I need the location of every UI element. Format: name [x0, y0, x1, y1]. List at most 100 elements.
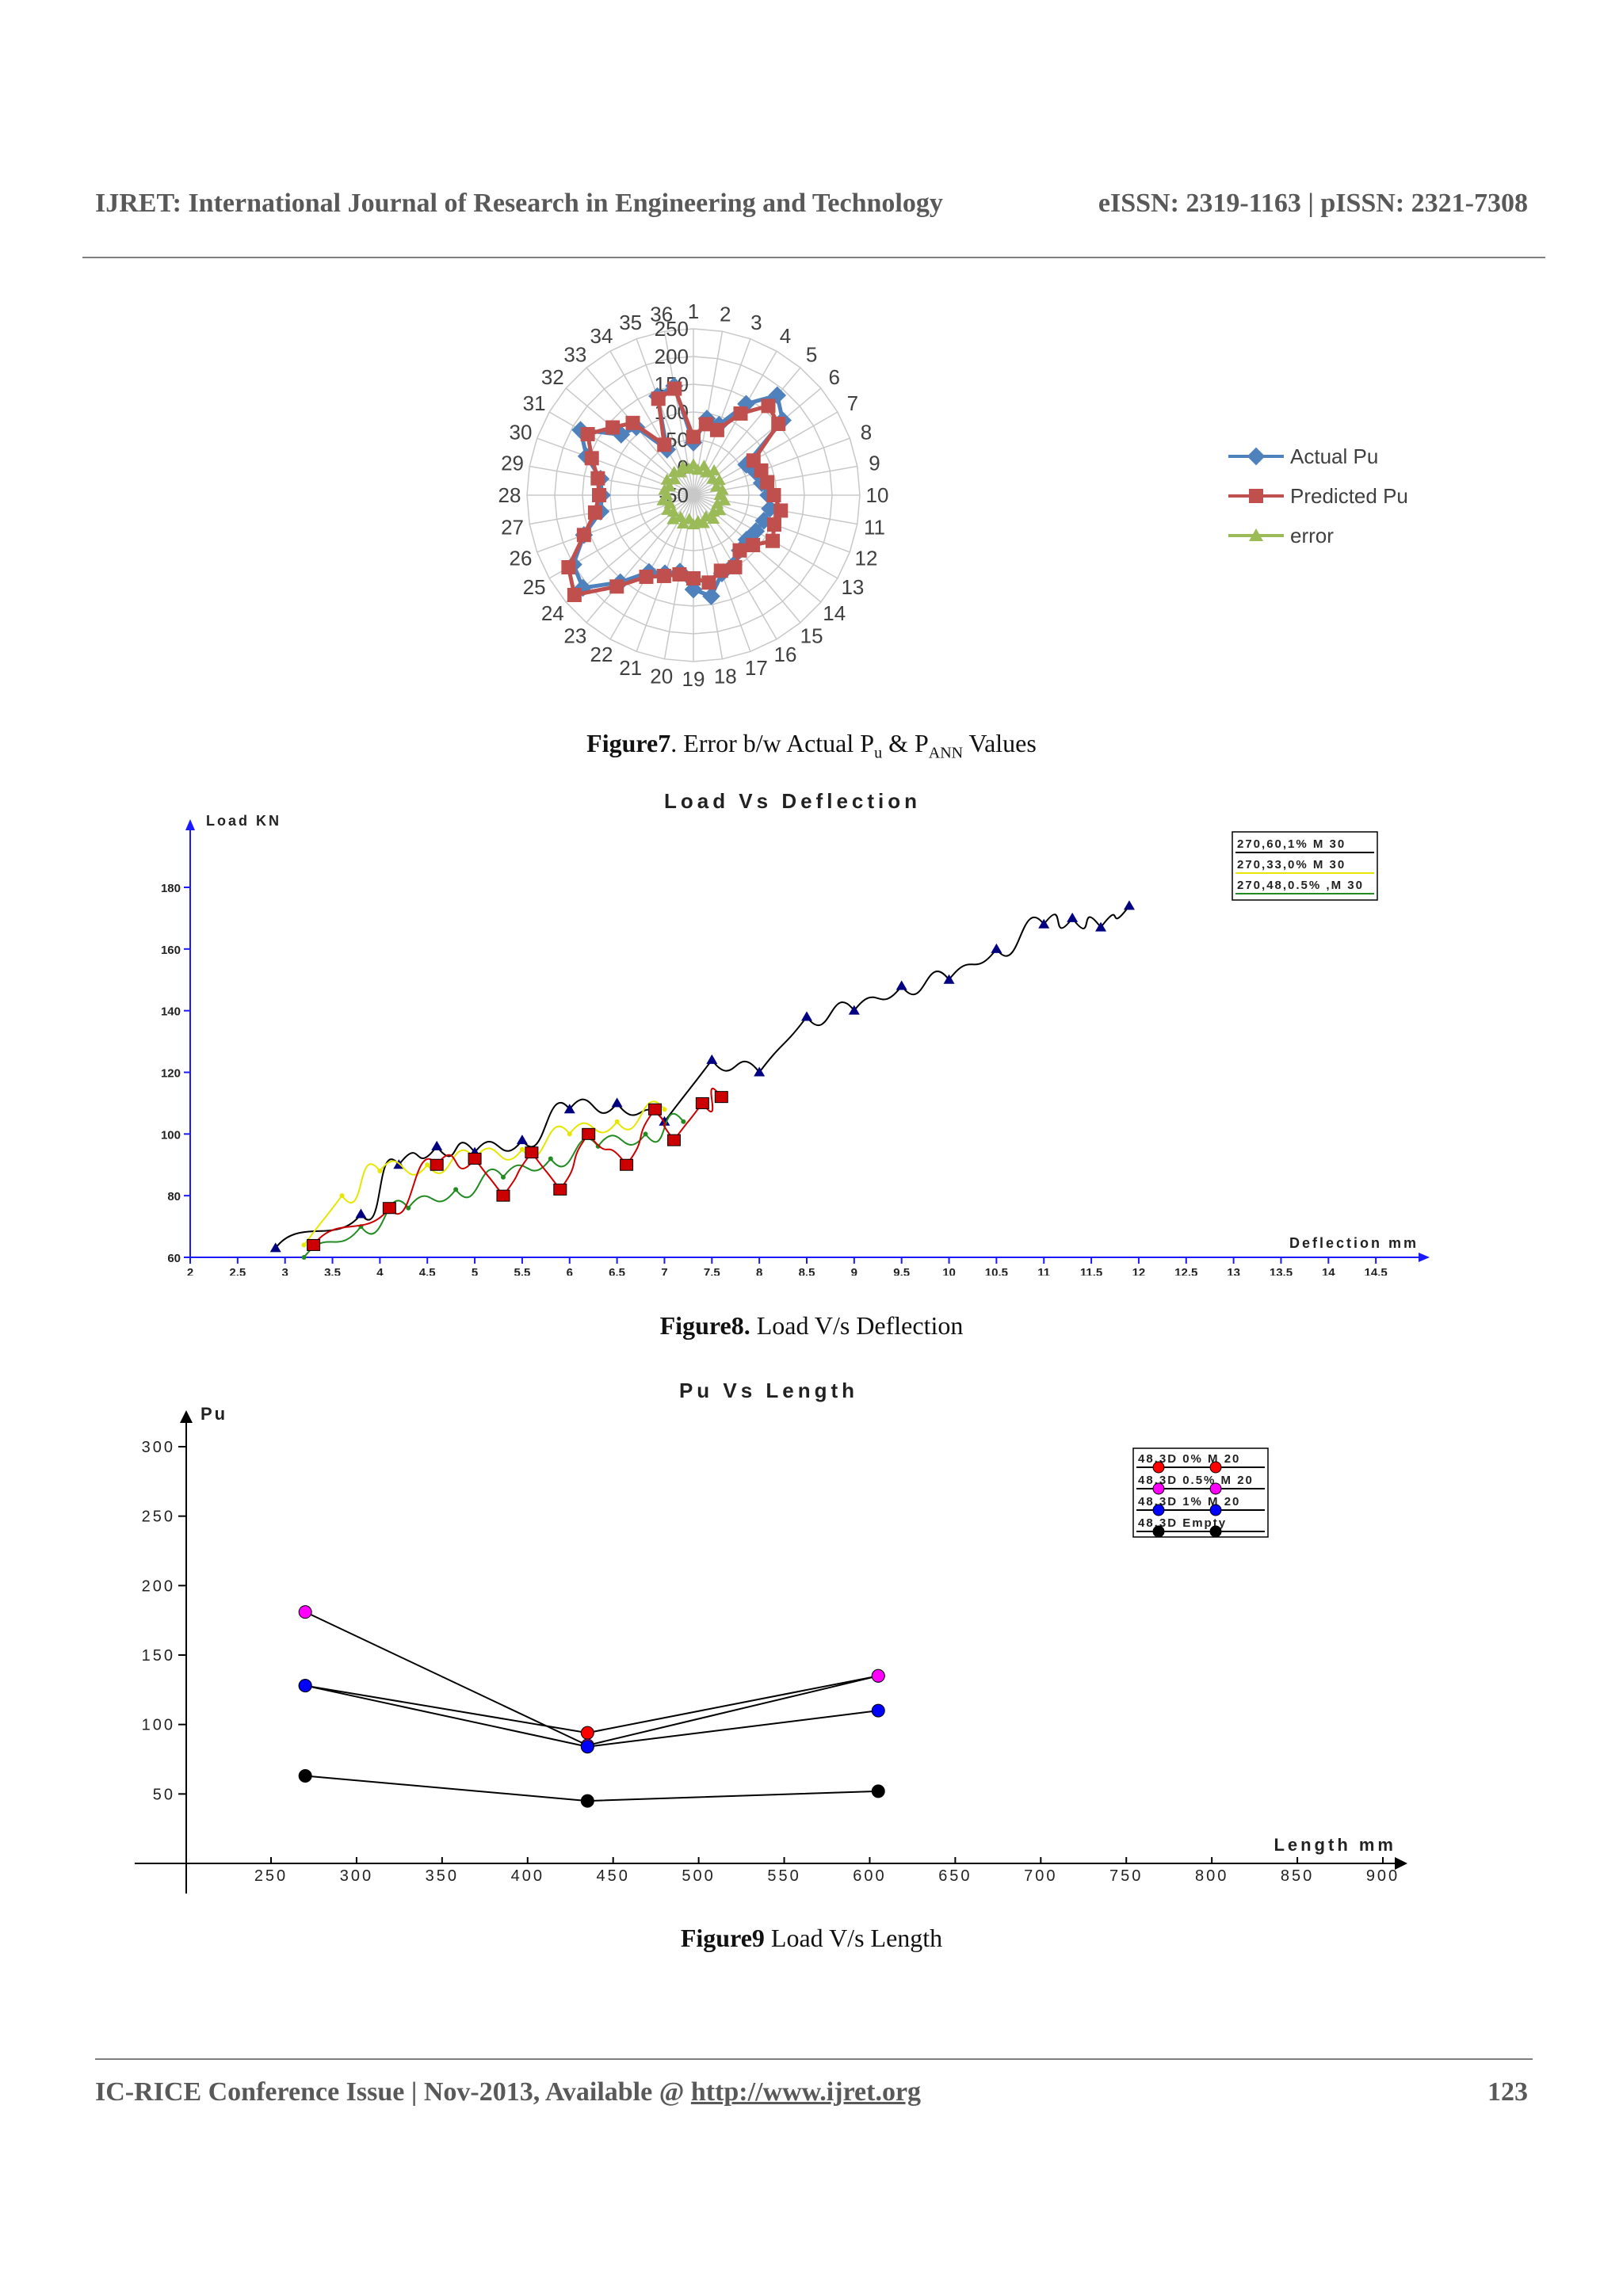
y-tick-label: 60 — [167, 1252, 181, 1265]
journal-link[interactable]: http://www.ijret.org — [690, 2077, 922, 2107]
radar-category-label: 7 — [847, 391, 858, 415]
x-tick-label: 11.5 — [1080, 1266, 1102, 1276]
radar-radial-tick: 250 — [655, 317, 689, 341]
radar-point-predicted — [584, 451, 599, 466]
deflection-point — [595, 1143, 601, 1149]
radar-point-predicted — [773, 503, 789, 518]
legend-box — [1232, 831, 1378, 901]
deflection-point — [301, 1255, 307, 1260]
radar-point-predicted — [605, 420, 621, 435]
deflection-point — [355, 1208, 367, 1219]
x-tick-label: 700 — [1024, 1867, 1057, 1885]
deflection-point — [563, 1104, 575, 1114]
y-axis-arrow — [180, 1410, 193, 1423]
footer-rule — [95, 2058, 1533, 2060]
legend-label: 48,3D 0.5% M 20 — [1138, 1474, 1254, 1487]
deflection-point — [468, 1152, 482, 1165]
deflection-point — [666, 1134, 681, 1146]
radar-category-label: 29 — [501, 452, 524, 475]
radar-point-predicted — [733, 406, 748, 421]
deflection-point — [681, 1119, 686, 1124]
radar-point-predicted — [625, 415, 640, 430]
deflection-point — [896, 980, 907, 990]
figure7-end: Values — [963, 729, 1037, 757]
radar-point-predicted — [567, 587, 582, 602]
radar-point-predicted — [667, 381, 682, 396]
figure7-sub-u: u — [874, 744, 883, 762]
x-tick-label: 5 — [472, 1266, 478, 1276]
deflection-point — [754, 1066, 766, 1077]
deflection-point — [943, 974, 955, 984]
x-tick-label: 900 — [1366, 1867, 1400, 1885]
radar-chart: 1 2 34567891011121314151617181920212223242… — [498, 301, 1408, 689]
legend-marker — [1209, 1482, 1222, 1495]
y-tick-label: 50 — [153, 1786, 175, 1803]
x-tick-label: 350 — [426, 1867, 459, 1885]
x-tick-label: 550 — [767, 1867, 800, 1885]
figure8-caption: Figure8. Load V/s Deflection — [0, 1311, 1623, 1341]
y-tick-label: 150 — [142, 1647, 175, 1665]
x-tick-label: 850 — [1281, 1867, 1314, 1885]
radar-spoke — [565, 387, 694, 496]
radar-point-predicted — [761, 399, 776, 414]
deflection-point — [525, 1146, 539, 1159]
legend-label: 270,48,0.5% ,M 30 — [1237, 879, 1364, 892]
x-axis-label: Deflection mm — [1289, 1235, 1419, 1251]
radar-point-predicted — [771, 417, 786, 432]
deflection-point — [991, 943, 1002, 953]
x-tick-label: 500 — [682, 1867, 715, 1885]
deflection-point — [647, 1103, 662, 1116]
radar-point-predicted — [727, 559, 743, 574]
y-tick-label: 140 — [161, 1005, 181, 1019]
deflection-point — [614, 1119, 620, 1124]
deflection-point — [620, 1158, 634, 1171]
x-tick-label: 13.5 — [1270, 1266, 1293, 1276]
radar-category-label: 2 — [720, 303, 731, 326]
radar-category-label: 23 — [563, 624, 586, 648]
length-point — [580, 1726, 594, 1740]
deflection-point — [548, 1156, 553, 1161]
x-tick-label: 2.5 — [229, 1266, 246, 1276]
radar-point-actual — [702, 587, 720, 605]
issn: eISSN: 2319-1163 | pISSN: 2321-7308 — [1098, 189, 1528, 218]
deflection-point — [706, 1054, 718, 1064]
x-tick-label: 9.5 — [893, 1266, 910, 1276]
radar-category-label: 19 — [682, 667, 705, 689]
deflection-point — [425, 1162, 430, 1168]
radar-point-predicted — [686, 571, 701, 585]
y-axis-arrow — [185, 819, 195, 830]
radar-point-predicted — [580, 427, 595, 441]
figure7-mid: & P — [882, 729, 929, 757]
radar-category-label: 6 — [828, 365, 839, 389]
radar-category-label: 28 — [498, 483, 521, 507]
radar-point-predicted — [701, 575, 716, 590]
x-tick-label: 14 — [1322, 1266, 1335, 1276]
legend-label: 270,60,1% M 30 — [1237, 837, 1346, 851]
radar-category-label: 5 — [806, 342, 817, 366]
legend-label: 270,33,0% M 30 — [1237, 858, 1346, 871]
deflection-point — [643, 1131, 648, 1137]
deflection-point — [695, 1097, 709, 1109]
deflection-point — [801, 1011, 812, 1021]
legend-label: 48,3D 1% M 20 — [1138, 1495, 1240, 1508]
length-point — [298, 1605, 312, 1619]
deflection-point — [1095, 921, 1107, 932]
y-tick-label: 160 — [161, 944, 181, 957]
deflection-point — [382, 1202, 396, 1215]
radar-point-predicted — [746, 537, 761, 552]
deflection-point — [301, 1242, 307, 1248]
deflection-point — [553, 1183, 567, 1196]
x-axis-arrow — [1395, 1857, 1407, 1870]
deflection-point — [1067, 912, 1079, 922]
deflection-point — [516, 1135, 528, 1145]
x-tick-label: 250 — [254, 1867, 288, 1885]
radar-point-error — [666, 513, 680, 524]
deflection-point — [453, 1187, 459, 1192]
x-tick-label: 600 — [853, 1867, 886, 1885]
length-point — [298, 1679, 312, 1693]
legend-marker — [1152, 1504, 1165, 1516]
radar-category-label: 31 — [523, 391, 546, 415]
radar-point-predicted — [709, 422, 724, 437]
radar-category-label: 9 — [869, 452, 880, 475]
deflection-point — [714, 1091, 728, 1104]
